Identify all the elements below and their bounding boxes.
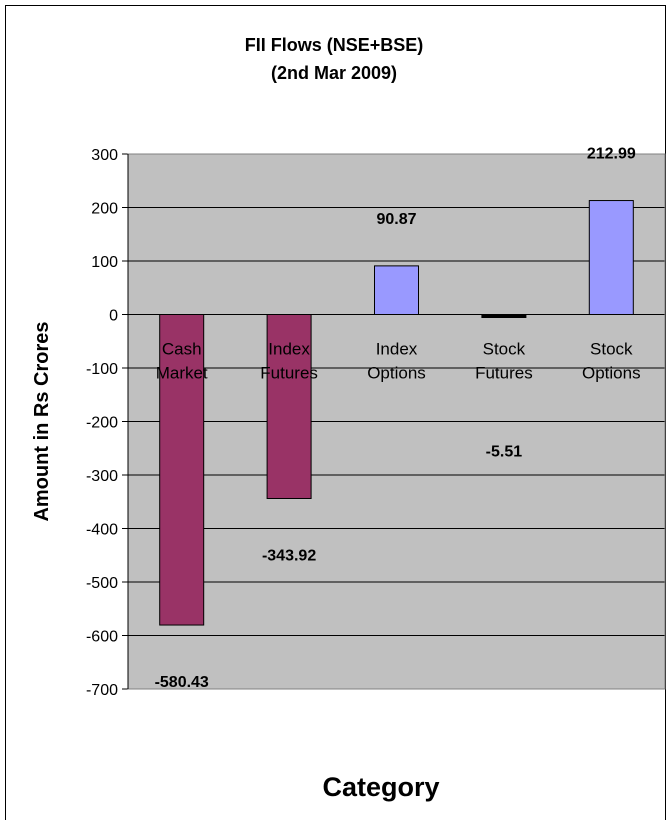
y-tick-label: -700: [86, 682, 118, 699]
category-label: Futures: [260, 364, 318, 383]
plot-area: [122, 153, 666, 690]
y-tick-label: -400: [86, 522, 118, 539]
bar-layer: [159, 200, 634, 626]
y-tick-label: -300: [86, 468, 118, 485]
chart-title: FII Flows (NSE+BSE): [245, 35, 424, 55]
category-label: Stock: [483, 340, 526, 359]
y-tick-label: -600: [86, 629, 118, 646]
category-label: Options: [582, 364, 641, 383]
category-label: Index: [376, 340, 418, 359]
y-tick-label: -500: [86, 575, 118, 592]
x-axis-title: Category: [322, 772, 439, 802]
data-label: 90.87: [376, 211, 416, 228]
category-label: Cash: [162, 340, 202, 359]
bar: [159, 314, 205, 626]
data-label: -5.51: [486, 444, 523, 461]
bar: [266, 314, 312, 499]
y-tick-label: -200: [86, 415, 118, 432]
y-axis-title: Amount in Rs Crores: [31, 321, 53, 521]
y-tick-label: 200: [91, 201, 118, 218]
category-label: Market: [156, 364, 208, 383]
bar: [481, 314, 527, 318]
text-layer: -700 -600 -500 -400 -300 -200 -100 0 100 200 300 FI…: [31, 35, 440, 802]
y-tick-label: 100: [91, 254, 118, 271]
bar: [374, 265, 419, 316]
data-label: -580.43: [155, 674, 209, 691]
label-layer: Cash Market -580.43 Index Futures -343.92 Inde…: [155, 146, 641, 691]
y-tick-label: -100: [86, 361, 118, 378]
category-label: Index: [268, 340, 310, 359]
y-tick-label: 0: [109, 308, 118, 325]
category-label: Stock: [590, 340, 633, 359]
data-label: 212.99: [587, 146, 636, 163]
category-label: Options: [367, 364, 426, 383]
data-label: -343.92: [262, 547, 316, 564]
y-tick-label: 300: [91, 147, 118, 164]
category-label: Futures: [475, 364, 533, 383]
bar: [588, 200, 634, 316]
chart-title: (2nd Mar 2009): [271, 63, 397, 83]
